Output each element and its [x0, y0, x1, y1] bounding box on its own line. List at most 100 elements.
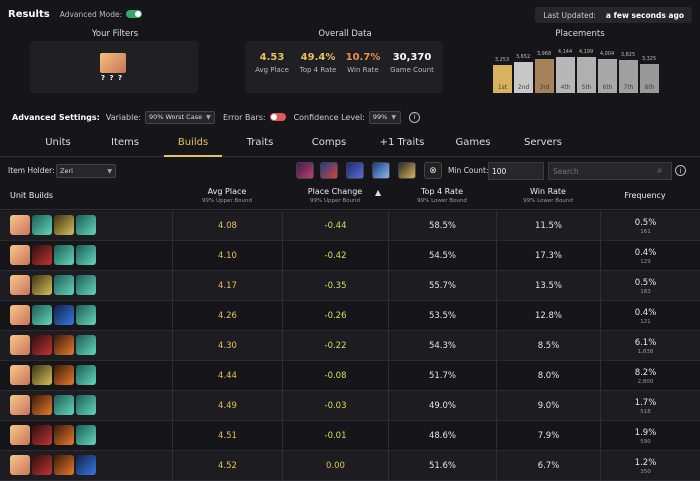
- table-row[interactable]: 4.17 -0.35 55.7% 13.5% 0.5% 183: [0, 271, 700, 301]
- item-holder-select[interactable]: Zeri ▼: [56, 164, 116, 178]
- search-input[interactable]: [548, 162, 672, 180]
- item-filter-icon[interactable]: [398, 162, 416, 179]
- stat-game-count: 30,370 Game Count: [385, 52, 439, 74]
- tab-servers[interactable]: Servers: [523, 137, 562, 148]
- sort-ascending-icon[interactable]: ▲: [375, 188, 382, 197]
- item-filter-icon[interactable]: [372, 162, 390, 179]
- placement-count: 4,004: [599, 51, 615, 57]
- table-row[interactable]: 4.10 -0.42 54.5% 17.3% 0.4% 129: [0, 241, 700, 271]
- item-icon-gold[interactable]: [32, 365, 52, 385]
- place-change-cell: -0.03: [282, 391, 388, 421]
- header-unit-builds[interactable]: Unit Builds: [10, 191, 70, 200]
- item-filter-icon[interactable]: [346, 162, 364, 179]
- item-filter-icon[interactable]: [296, 162, 314, 179]
- item-icon-red[interactable]: [32, 245, 52, 265]
- filters-box: ? ? ?: [30, 41, 198, 93]
- item-icon-orange[interactable]: [54, 365, 74, 385]
- avg-place-value: 4.49: [218, 401, 237, 411]
- champion-icon[interactable]: [10, 455, 30, 475]
- min-count-label: Min Count:: [448, 166, 489, 175]
- champion-icon[interactable]: [10, 275, 30, 295]
- frequency-count: 121: [640, 318, 651, 325]
- item-icon-teal[interactable]: [32, 305, 52, 325]
- info-icon[interactable]: i: [408, 111, 420, 123]
- advanced-mode-toggle[interactable]: [126, 10, 143, 18]
- item-filter-icon[interactable]: [320, 162, 338, 179]
- unit-build-icons: [10, 275, 96, 295]
- placement-label: 6th: [602, 84, 613, 91]
- place-change-value: -0.08: [324, 371, 347, 381]
- header-place-change[interactable]: Place Change 99% Upper Bound: [282, 187, 388, 204]
- stat-label: Win Rate: [347, 66, 379, 74]
- header-top4-rate[interactable]: Top 4 Rate 99% Lower Bound: [388, 187, 496, 204]
- item-icon-orange[interactable]: [54, 455, 74, 475]
- table-row[interactable]: 4.52 0.00 51.6% 6.7% 1.2% 350: [0, 451, 700, 481]
- table-row[interactable]: 4.49 -0.03 49.0% 9.0% 1.7% 518: [0, 391, 700, 421]
- item-icon-teal[interactable]: [76, 365, 96, 385]
- tab-items[interactable]: Items: [111, 137, 139, 148]
- champion-icon[interactable]: [10, 395, 30, 415]
- table-row[interactable]: 4.51 -0.01 48.6% 7.9% 1.9% 590: [0, 421, 700, 451]
- win-rate-value: 11.5%: [534, 221, 562, 231]
- table-row[interactable]: 4.26 -0.26 53.5% 12.8% 0.4% 121: [0, 301, 700, 331]
- placement-bar: [598, 59, 617, 93]
- item-icon-teal[interactable]: [54, 395, 74, 415]
- item-icon-red[interactable]: [32, 425, 52, 445]
- item-holder-value: Zeri: [60, 167, 73, 175]
- item-icon-teal[interactable]: [76, 275, 96, 295]
- place-change-value: -0.42: [324, 251, 347, 261]
- item-icon-teal[interactable]: [76, 395, 96, 415]
- champion-icon[interactable]: [10, 365, 30, 385]
- filter-item-icon[interactable]: [100, 53, 126, 73]
- error-bars-toggle[interactable]: [269, 113, 286, 121]
- item-icon-gold[interactable]: [32, 275, 52, 295]
- min-count-input[interactable]: [488, 162, 544, 180]
- unit-build-icons: [10, 455, 96, 475]
- table-row[interactable]: 4.08 -0.44 58.5% 11.5% 0.5% 161: [0, 211, 700, 241]
- item-icon-teal[interactable]: [54, 275, 74, 295]
- more-items-icon[interactable]: ⊗: [424, 162, 442, 179]
- item-icon-teal[interactable]: [54, 245, 74, 265]
- tab-builds[interactable]: Builds: [177, 137, 209, 148]
- item-icon-gold[interactable]: [54, 215, 74, 235]
- info-icon[interactable]: i: [675, 165, 686, 176]
- item-icon-teal[interactable]: [32, 215, 52, 235]
- header-win-rate[interactable]: Win Rate 99% Lower Bound: [496, 187, 600, 204]
- item-icon-blue[interactable]: [76, 455, 96, 475]
- header-frequency[interactable]: Frequency: [600, 191, 690, 200]
- item-icon-orange[interactable]: [32, 395, 52, 415]
- champion-icon[interactable]: [10, 215, 30, 235]
- champion-icon[interactable]: [10, 245, 30, 265]
- item-icon-orange[interactable]: [54, 335, 74, 355]
- item-icon-orange[interactable]: [54, 425, 74, 445]
- top4-rate-value: 51.7%: [428, 371, 456, 381]
- item-icon-teal[interactable]: [76, 215, 96, 235]
- item-icon-teal[interactable]: [76, 305, 96, 325]
- results-title: Results: [8, 8, 50, 20]
- item-icon-teal[interactable]: [76, 425, 96, 445]
- table-row[interactable]: 4.30 -0.22 54.3% 8.5% 6.1% 1,838: [0, 331, 700, 361]
- tab-comps[interactable]: Comps: [311, 137, 347, 148]
- variable-select[interactable]: 90% Worst Case ▼: [144, 110, 215, 124]
- item-icon-red[interactable]: [32, 455, 52, 475]
- placement-bar: [493, 65, 512, 93]
- confidence-select[interactable]: 99% ▼: [368, 110, 401, 124]
- tab-games[interactable]: Games: [455, 137, 491, 148]
- item-icon-teal[interactable]: [76, 335, 96, 355]
- table-row[interactable]: 4.44 -0.08 51.7% 8.0% 8.2% 2,800: [0, 361, 700, 391]
- tab-traits[interactable]: Traits: [246, 137, 274, 148]
- tab-plus1-traits[interactable]: +1 Traits: [379, 137, 425, 148]
- placement-count: 3,253: [494, 57, 510, 63]
- placement-label: 1st: [497, 84, 508, 91]
- item-icon-blue[interactable]: [54, 305, 74, 325]
- header-avg-place[interactable]: Avg Place 99% Upper Bound: [172, 187, 282, 204]
- champion-icon[interactable]: [10, 335, 30, 355]
- champion-icon[interactable]: [10, 305, 30, 325]
- tab-units[interactable]: Units: [45, 137, 71, 148]
- top4-rate-cell: 55.7%: [388, 271, 496, 301]
- item-icon-red[interactable]: [32, 335, 52, 355]
- item-icon-teal[interactable]: [76, 245, 96, 265]
- search-icon[interactable]: ⌕: [657, 165, 663, 176]
- champion-icon[interactable]: [10, 425, 30, 445]
- item-holder-label: Item Holder:: [8, 166, 55, 175]
